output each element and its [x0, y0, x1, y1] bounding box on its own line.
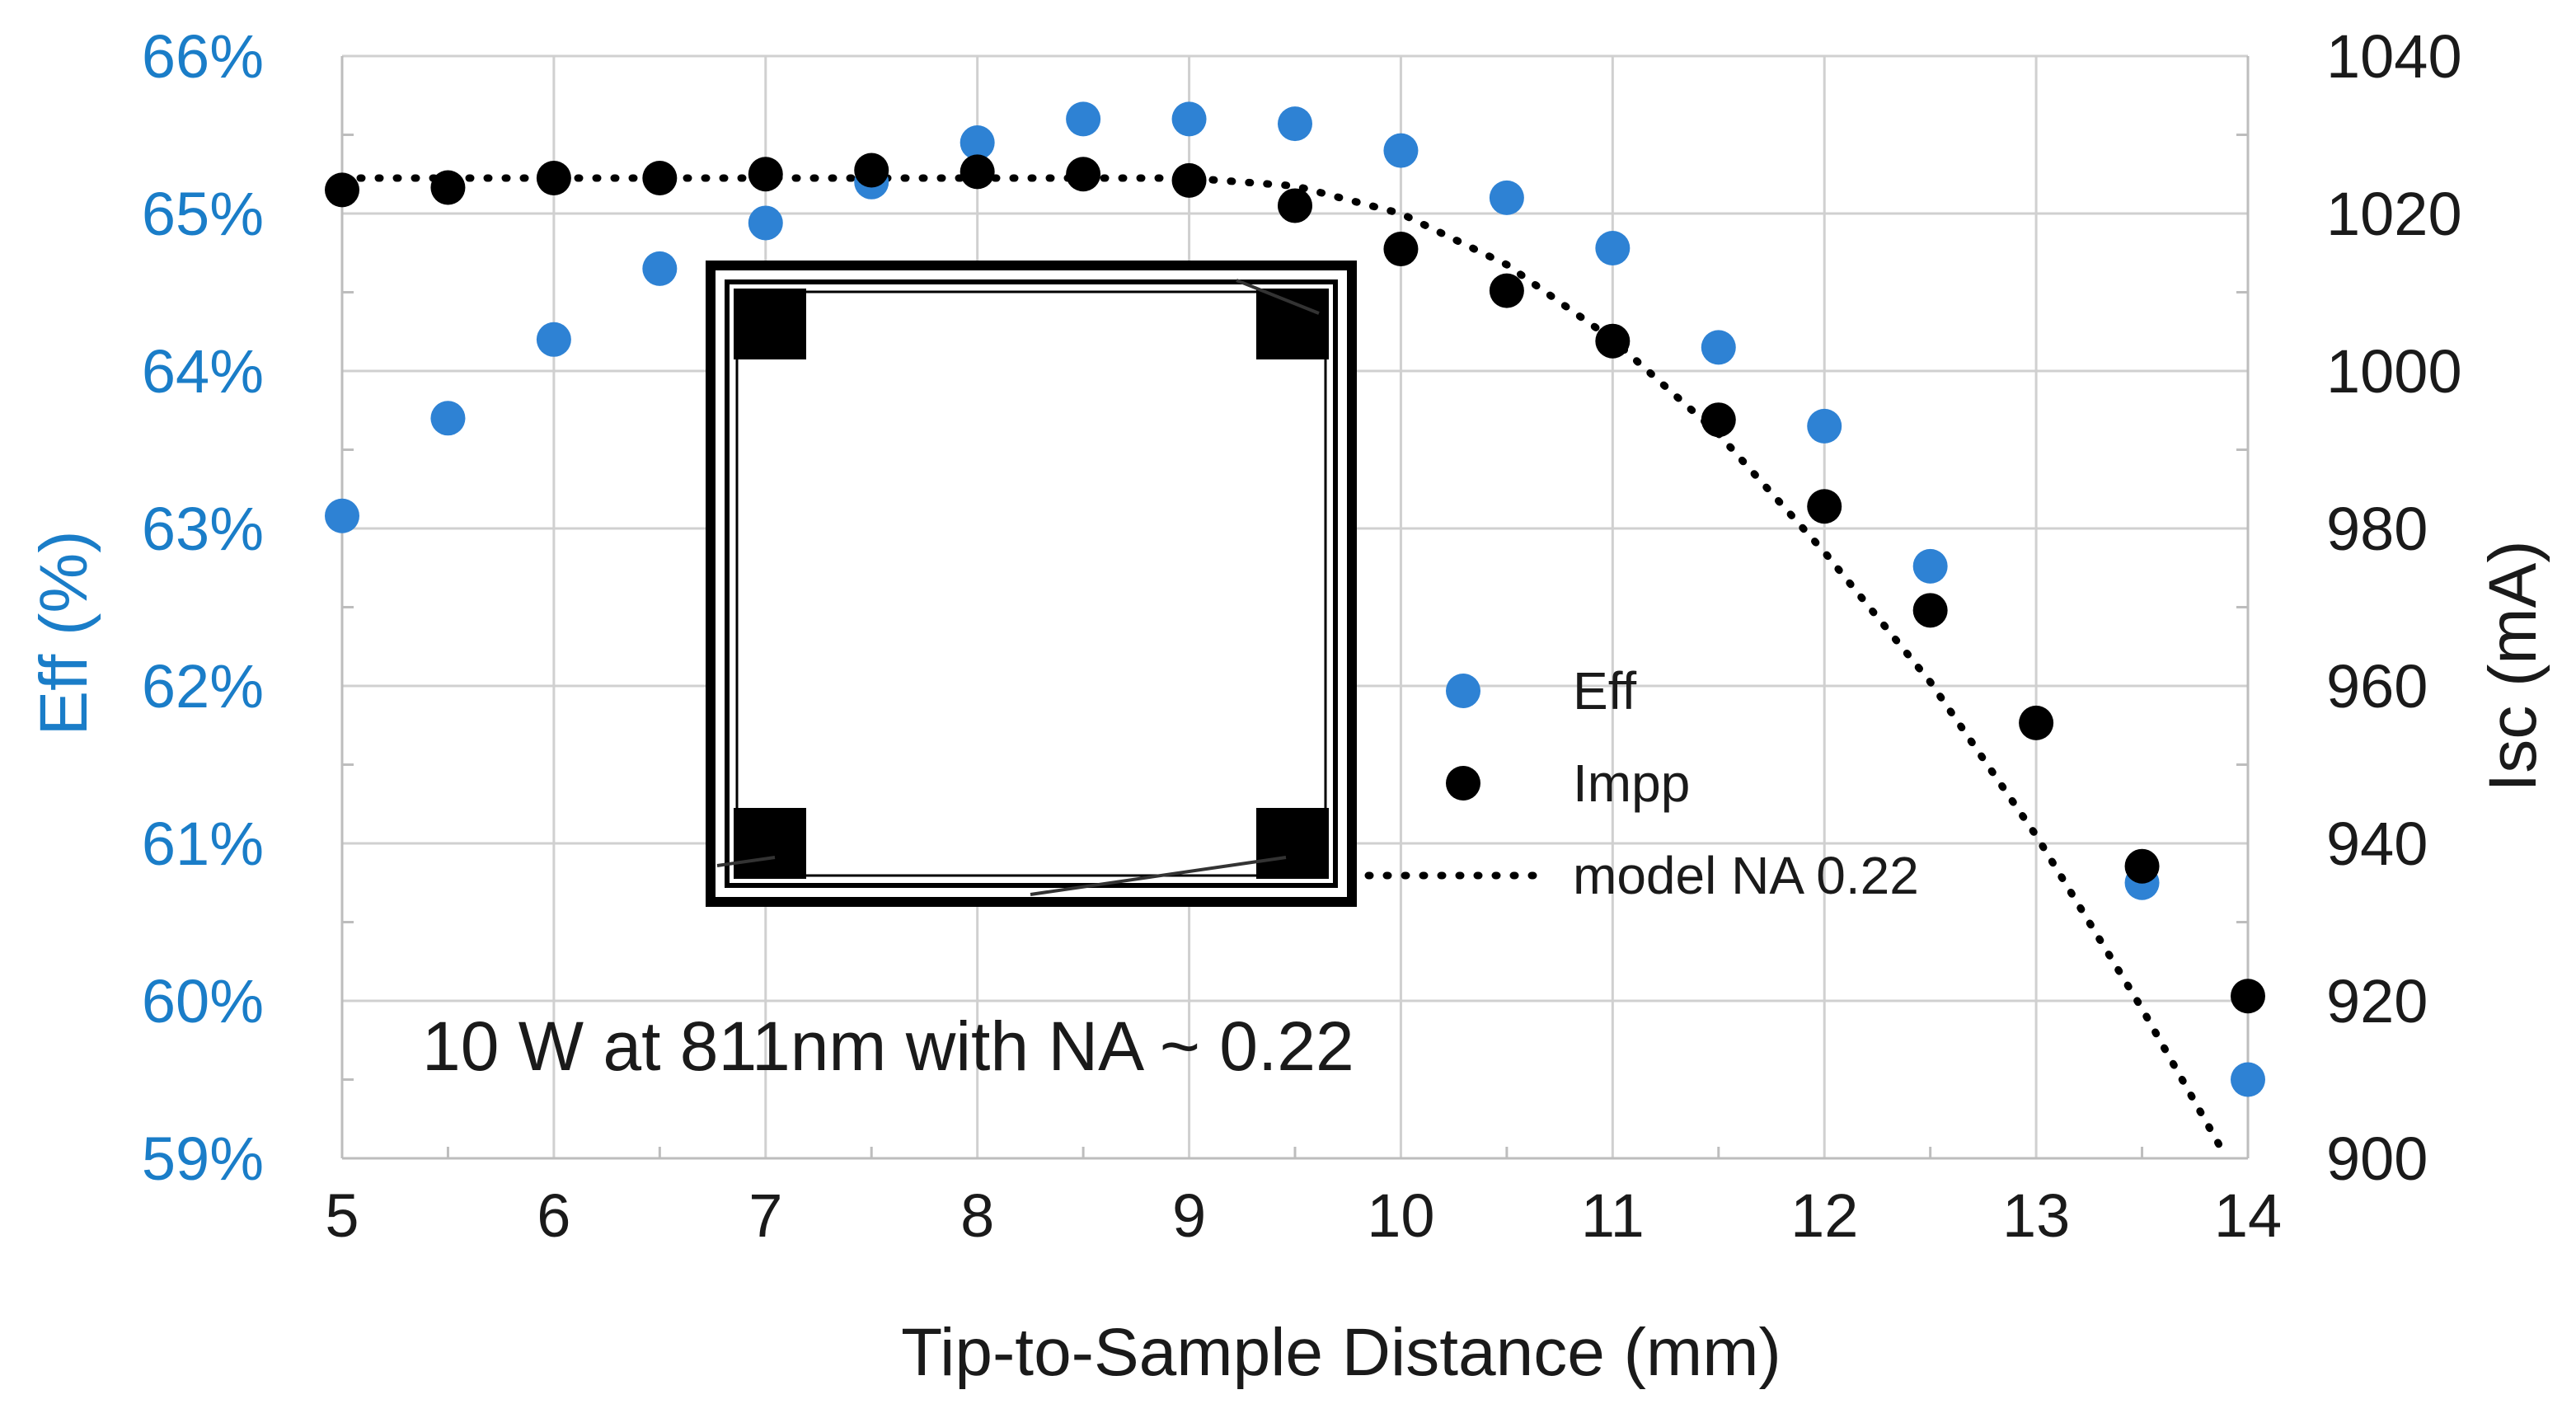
x-tick-label: 7 [748, 1181, 782, 1250]
y-left-tick-label: 63% [142, 495, 264, 563]
data-point-impp [1595, 323, 1631, 359]
y-right-tick-label: 980 [2326, 495, 2428, 563]
x-tick-label: 6 [537, 1181, 570, 1250]
y-left-tick-label: 62% [142, 652, 264, 721]
x-axis-title: Tip-to-Sample Distance (mm) [901, 1315, 1781, 1390]
y-right-tick-label: 1040 [2326, 22, 2462, 91]
x-tick-label: 9 [1172, 1181, 1206, 1250]
data-point-impp [854, 153, 889, 188]
data-point-eff [1912, 548, 1948, 584]
data-point-impp [1807, 489, 1842, 524]
legend-item-impp: Impp [1446, 754, 1690, 813]
legend-label: Impp [1573, 754, 1690, 813]
data-point-impp [1489, 273, 1524, 308]
x-tick-label: 10 [1367, 1181, 1434, 1250]
x-tick-label: 8 [960, 1181, 994, 1250]
y-right-tick-label: 960 [2326, 652, 2428, 721]
y-right-axis-title: Isc (mA) [2475, 540, 2550, 791]
data-point-impp [748, 157, 783, 192]
x-tick-label: 5 [325, 1181, 359, 1250]
data-point-impp [1171, 162, 1207, 198]
y-left-tick-label: 66% [142, 22, 264, 91]
data-point-impp [1066, 157, 1101, 192]
legend-label: Eff [1573, 661, 1636, 721]
data-point-eff [1701, 330, 1736, 365]
y-right-tick-label: 1020 [2326, 180, 2462, 248]
y-right-tick-label: 940 [2326, 810, 2428, 878]
y-left-axis-title: Eff (%) [26, 530, 101, 735]
tick-labels: 59% 60% 61% 62% 63% 64% 65% 66% 900 920 940 960 980 1… [142, 22, 2462, 1250]
data-point-impp [1278, 188, 1312, 223]
data-point-impp [536, 161, 571, 196]
y-left-tick-label: 64% [142, 337, 264, 406]
data-point-eff [2231, 1062, 2265, 1097]
x-tick-label: 13 [2002, 1181, 2070, 1250]
series-line-model [338, 174, 2231, 1162]
data-point-eff [1595, 231, 1631, 266]
data-point-eff [960, 125, 995, 161]
legend: Eff Impp model NA 0.22 [1364, 661, 1919, 905]
inset-image [706, 261, 1357, 907]
data-point-eff [1066, 101, 1101, 137]
legend-label: model NA 0.22 [1573, 846, 1919, 905]
data-point-eff [1278, 106, 1312, 142]
data-point-impp [1912, 593, 1948, 628]
data-point-impp [2019, 705, 2054, 740]
y-left-tick-label: 61% [142, 810, 264, 878]
data-point-impp [1701, 402, 1736, 438]
data-point-impp [960, 154, 995, 190]
y-right-tick-label: 900 [2326, 1125, 2428, 1193]
data-point-eff [1489, 180, 1524, 215]
data-point-eff [325, 498, 359, 533]
data-point-impp [1383, 231, 1419, 266]
data-point-impp [642, 161, 678, 196]
data-point-eff [536, 322, 571, 357]
legend-item-model: model NA 0.22 [1364, 846, 1919, 905]
data-point-impp [325, 172, 359, 208]
data-point-eff [1383, 133, 1419, 168]
data-point-eff [430, 401, 466, 436]
y-right-tick-label: 920 [2326, 967, 2428, 1035]
legend-item-eff: Eff [1446, 661, 1636, 721]
data-point-impp [2124, 848, 2160, 884]
x-tick-label: 12 [1790, 1181, 1858, 1250]
data-point-eff [1171, 101, 1207, 137]
data-series [325, 101, 2265, 1162]
data-point-impp [2231, 979, 2265, 1014]
axes [340, 56, 2250, 1160]
legend-marker [1446, 674, 1480, 708]
y-left-tick-label: 65% [142, 180, 264, 248]
y-left-tick-label: 59% [142, 1125, 264, 1193]
data-point-eff [1807, 408, 1842, 444]
annotation-text: 10 W at 811nm with NA ~ 0.22 [422, 1007, 1354, 1085]
data-point-eff [748, 205, 783, 241]
y-right-tick-label: 1000 [2326, 337, 2462, 406]
data-point-eff [642, 251, 678, 286]
data-point-impp [430, 170, 466, 205]
x-tick-label: 11 [1581, 1181, 1645, 1250]
legend-marker [1446, 766, 1480, 801]
y-left-tick-label: 60% [142, 967, 264, 1035]
x-tick-label: 14 [2214, 1181, 2282, 1250]
